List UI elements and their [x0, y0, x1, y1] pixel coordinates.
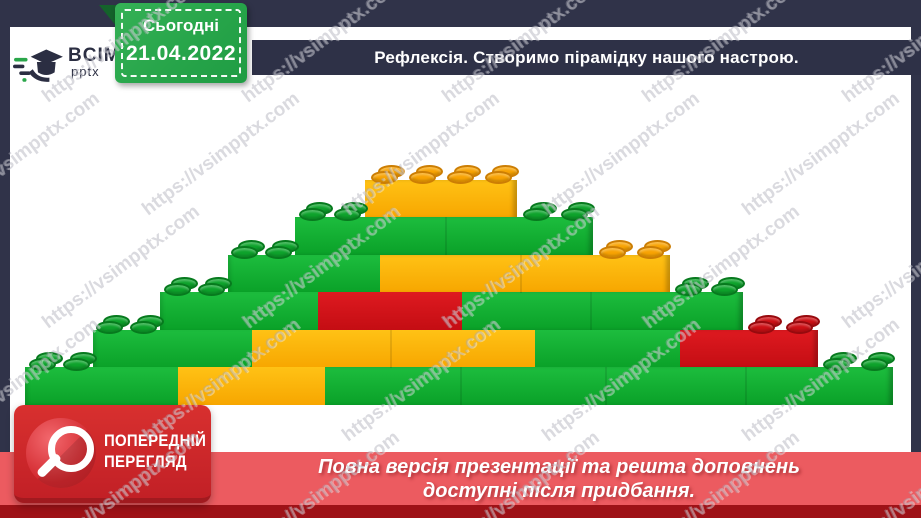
lego-stud: [711, 283, 739, 296]
brick-seam: [590, 292, 592, 330]
lego-stud: [299, 208, 326, 221]
footer-line1: Повна версія презентації та решта доповн…: [318, 456, 800, 478]
lego-stud: [163, 283, 191, 296]
lego-brick: [295, 217, 593, 255]
lego-stud: [96, 321, 124, 334]
date-badge-label: Сьогодні: [143, 16, 219, 35]
date-badge: Сьогодні 21.04.2022: [115, 3, 247, 83]
brand-logo: BCIM pptx: [13, 38, 121, 86]
date-badge-date: 21.04.2022: [125, 42, 237, 65]
lego-stud: [860, 358, 888, 371]
graduation-cap-icon: [13, 38, 65, 86]
lego-stud: [598, 246, 626, 259]
lego-stud: [446, 171, 474, 184]
lego-stud: [264, 246, 292, 259]
lego-brick: [535, 330, 680, 368]
lego-stud: [823, 358, 851, 371]
preview-badge[interactable]: ПОПЕРЕДНІЙ ПЕРЕГЛЯД: [14, 405, 211, 503]
lego-brick: [178, 367, 325, 405]
lego-stud: [334, 208, 361, 221]
lego-stud: [370, 171, 398, 184]
lego-brick: [25, 367, 178, 405]
preview-badge-label: ПОПЕРЕДНІЙ ПЕРЕГЛЯД: [104, 430, 206, 472]
brick-seam: [745, 367, 747, 405]
lego-stud: [785, 321, 813, 334]
lego-stud: [28, 358, 56, 371]
footer-text: Повна версія презентації та решта доповн…: [205, 455, 913, 503]
lego-stud: [522, 208, 550, 221]
lego-brick: [93, 330, 252, 368]
lego-stud: [408, 171, 436, 184]
preview-line1: ПОПЕРЕДНІЙ: [104, 431, 207, 450]
lego-stud: [62, 358, 90, 371]
brand-name: BCIM: [68, 45, 121, 66]
magnifier-circle: [26, 418, 96, 488]
lego-stud: [560, 208, 588, 221]
lego-brick: [228, 255, 380, 293]
frame-right: [911, 0, 921, 453]
lego-brick: [325, 367, 893, 405]
lego-stud: [674, 283, 702, 296]
lego-brick: [318, 292, 462, 330]
lego-stud: [637, 246, 665, 259]
footer-line2: доступні після придбання.: [422, 480, 696, 502]
brick-seam: [445, 217, 447, 255]
magnifier-icon: [48, 426, 94, 472]
brick-seam: [460, 367, 462, 405]
slide-title-bar: Рефлексія. Створимо пірамідку нашого нас…: [252, 40, 921, 75]
lego-brick: [252, 330, 535, 368]
lego-stud: [484, 171, 512, 184]
lego-stud: [748, 321, 776, 334]
lego-brick: [365, 180, 517, 218]
lego-stud: [129, 321, 157, 334]
frame-left: [0, 0, 10, 453]
brand-text: BCIM pptx: [68, 38, 121, 78]
lego-brick: [462, 292, 743, 330]
brick-seam: [520, 255, 522, 293]
slide-title: Рефлексія. Створимо пірамідку нашого нас…: [374, 47, 799, 67]
lego-stud: [197, 283, 225, 296]
brand-sub: pptx: [71, 64, 100, 79]
footer-dark-strip: [0, 505, 921, 518]
date-badge-fold: [99, 5, 117, 27]
brick-seam: [605, 367, 607, 405]
preview-line2: ПЕРЕГЛЯД: [104, 452, 187, 471]
date-badge-dashed-border: [121, 9, 241, 77]
lego-stud: [231, 246, 259, 259]
lego-brick: [380, 255, 670, 293]
lego-brick: [160, 292, 318, 330]
lego-brick: [680, 330, 818, 368]
brick-seam: [390, 330, 392, 368]
